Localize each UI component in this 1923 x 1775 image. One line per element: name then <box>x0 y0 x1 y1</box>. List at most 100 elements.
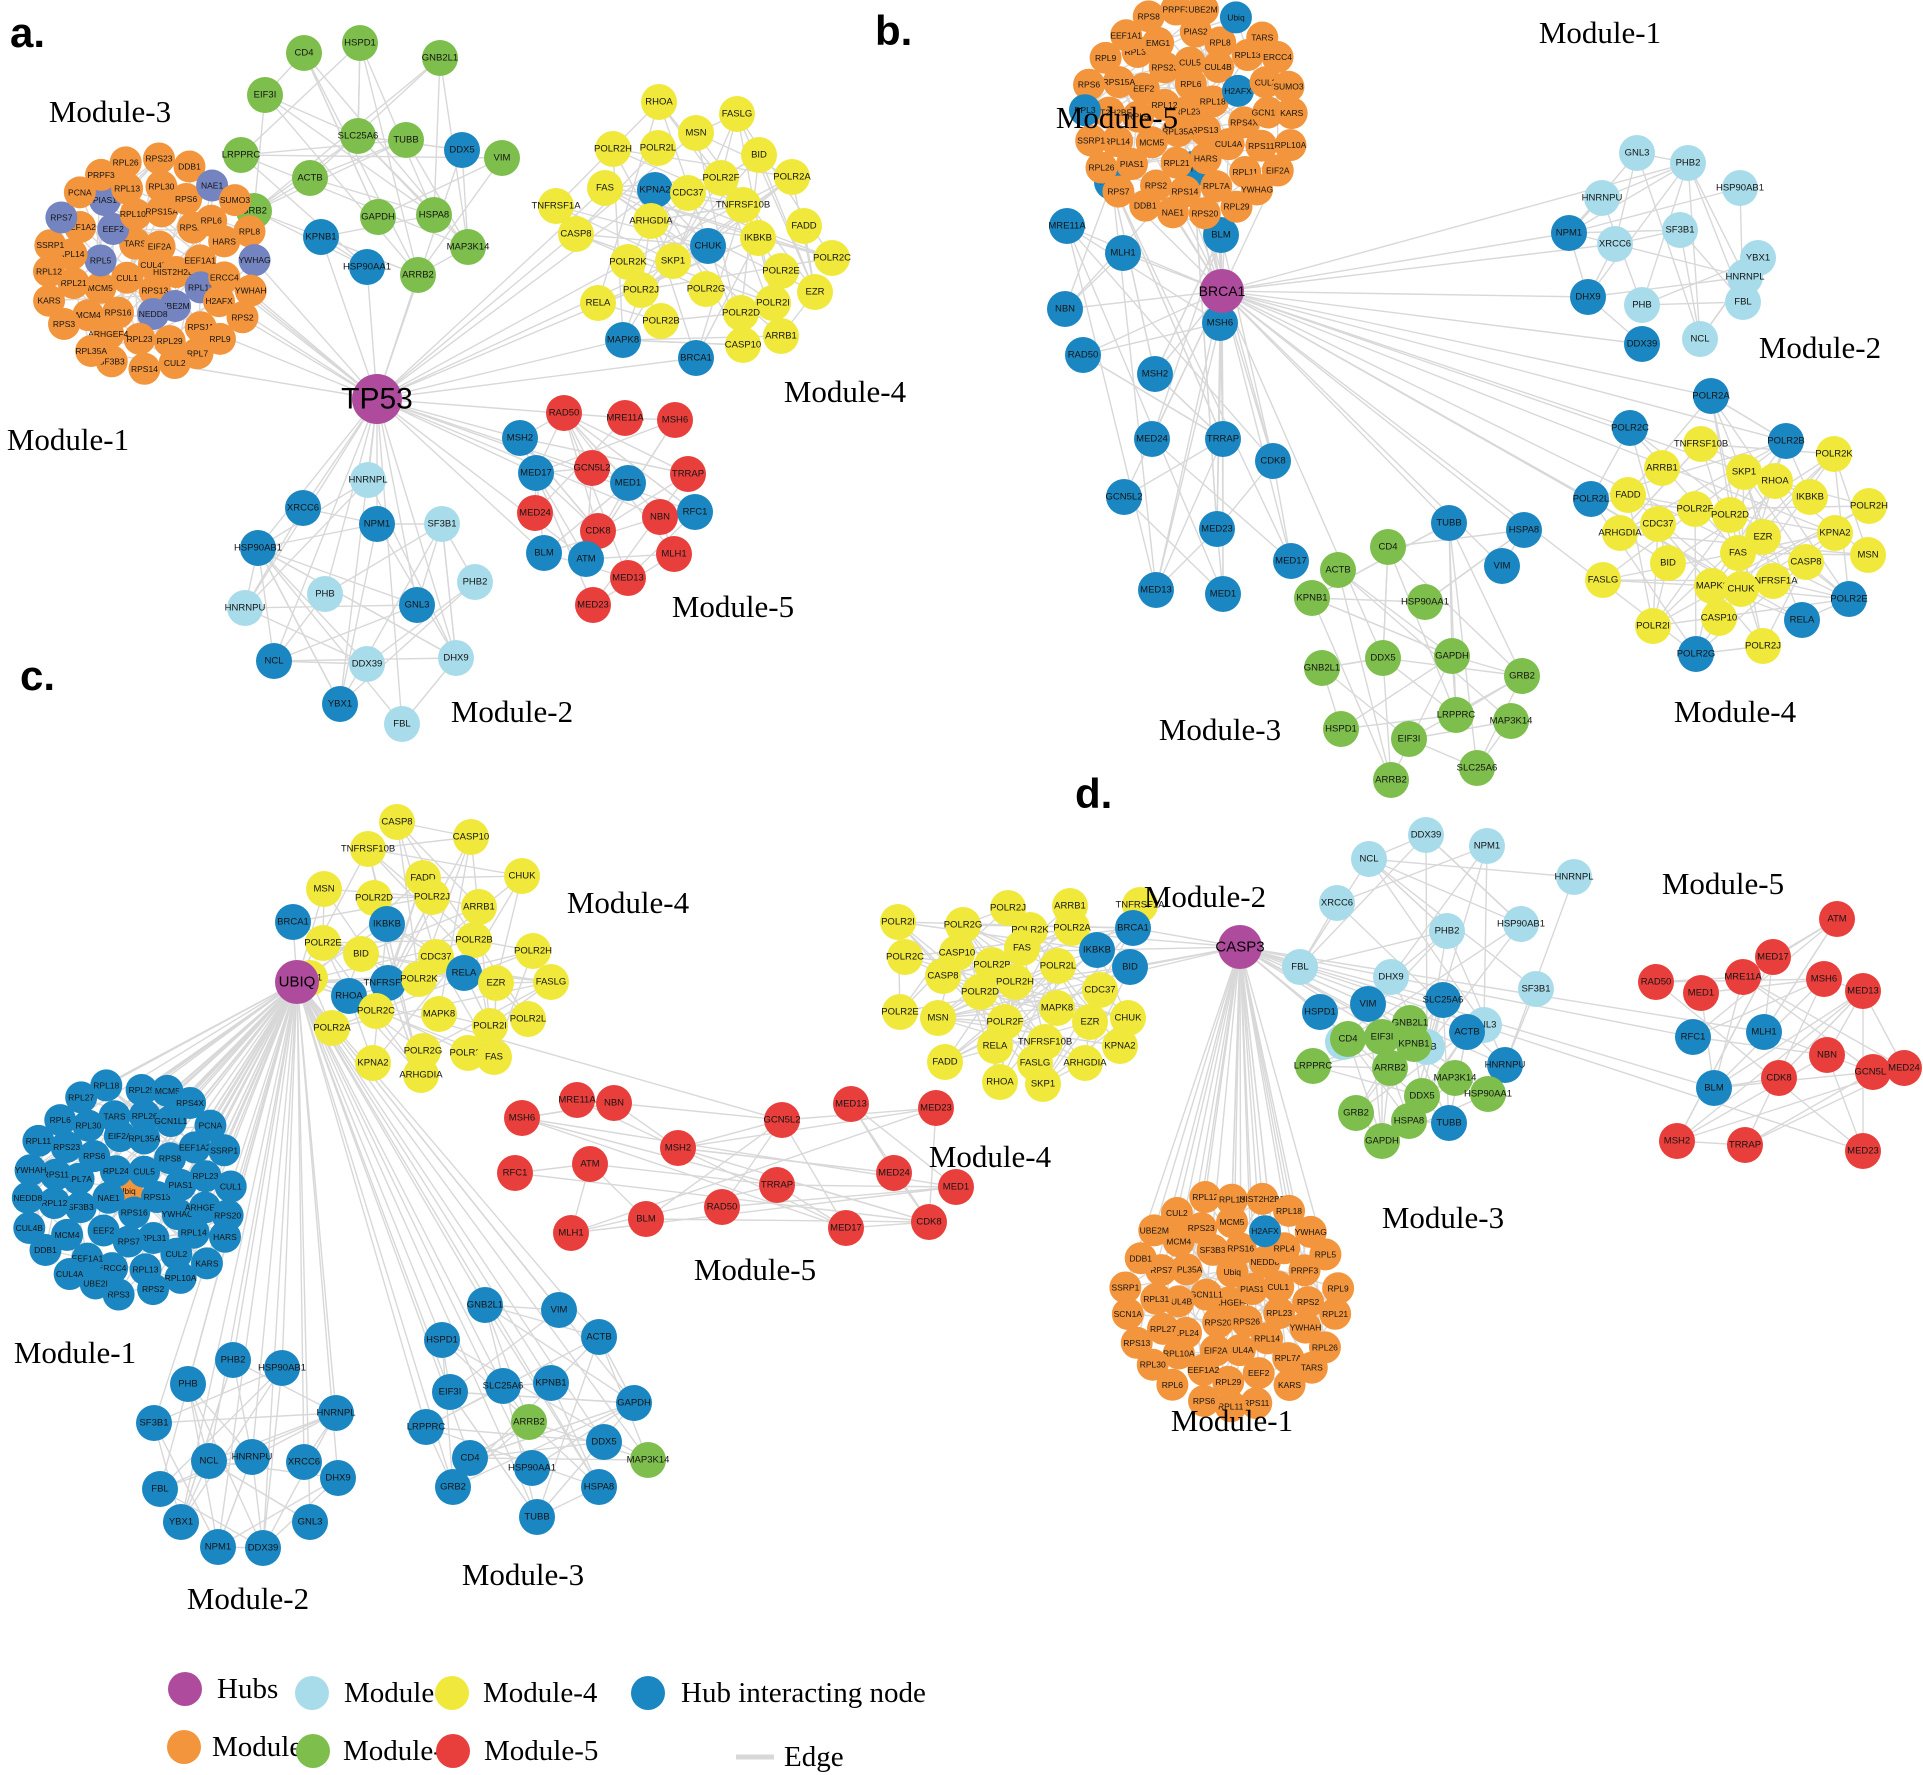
node-POLR2I: POLR2I <box>1635 608 1671 644</box>
node-KPNB1: KPNB1 <box>303 219 339 255</box>
node-PHB2: PHB2 <box>215 1342 251 1378</box>
node-KPNB1: KPNB1 <box>533 1365 569 1401</box>
label-b-module-3: Module-3 <box>1159 712 1281 747</box>
label-d-module-4: Module-4 <box>929 1139 1052 1174</box>
node-HNRNPU: HNRNPU <box>225 590 265 626</box>
node-RPL23: RPL23 <box>123 322 156 355</box>
node-HSP90AB1: HSP90AB1 <box>1716 170 1764 206</box>
legend-swatch-module3 <box>296 1734 330 1768</box>
node-MED17: MED17 <box>1755 939 1791 975</box>
node-ATM: ATM <box>1819 901 1855 937</box>
node-CUL1: CUL1 <box>214 1170 247 1203</box>
node-DDX5: DDX5 <box>444 132 480 168</box>
node-SKP1: SKP1 <box>1726 454 1762 490</box>
node-MRE11A: MRE11A <box>558 1082 596 1118</box>
node-BRCA1: BRCA1 <box>275 904 311 940</box>
node-ATM: ATM <box>568 541 604 577</box>
node-CASP10: CASP10 <box>1701 600 1737 636</box>
node-NPM1: NPM1 <box>1551 215 1587 251</box>
node-YWHAG: YWHAG <box>239 244 271 277</box>
node-GAPDH: GAPDH <box>1364 1123 1400 1159</box>
node-GNB2L1: GNB2L1 <box>1304 650 1340 686</box>
node-BID: BID <box>741 137 777 173</box>
hub-TP53: TP53 <box>341 374 413 424</box>
node-TRRAP: TRRAP <box>759 1167 795 1203</box>
node-RPS20: RPS20 <box>1188 197 1221 230</box>
panel-a-text: Module-3 Module-1 Module-2 Module-4 Module-5… <box>7 9 907 729</box>
legend-swatch-hubnode <box>631 1676 665 1710</box>
node-CASP10: CASP10 <box>453 819 489 855</box>
node-GAPDH: GAPDH <box>360 199 396 235</box>
panel-c-text: Module-4 Module-5 Module-1 Module-2 Module-3… <box>14 652 816 1616</box>
node-GNL3: GNL3 <box>1619 135 1655 171</box>
node-MRE11A: MRE11A <box>1048 208 1086 244</box>
node-SF3B1: SF3B1 <box>1662 212 1698 248</box>
node-MED24: MED24 <box>1886 1050 1922 1086</box>
node-CUL2: CUL2 <box>1160 1197 1193 1230</box>
node-SSRP1: SSRP1 <box>1109 1271 1142 1304</box>
node-POLR2E: POLR2E <box>1830 581 1868 617</box>
node-BLM: BLM <box>526 535 562 571</box>
svg-text:CASP3: CASP3 <box>1215 939 1264 956</box>
node-ACTB: ACTB <box>581 1319 617 1355</box>
node-POLR2J: POLR2J <box>623 272 659 308</box>
node-KPNA2: KPNA2 <box>355 1045 391 1081</box>
node-LRPPRC: LRPPRC <box>1294 1048 1332 1084</box>
legend-item-module-5: Module-5 <box>436 1734 598 1768</box>
node-XRCC6: XRCC6 <box>1319 885 1355 921</box>
legend: HubsModule-1Module-2Module-3Module-4Modu… <box>167 1672 926 1773</box>
node-NCL: NCL <box>256 643 292 679</box>
node-NCL: NCL <box>1351 841 1387 877</box>
node-CUL4B: CUL4B <box>13 1211 46 1244</box>
node-ARHGDIA: ARHGDIA <box>1063 1045 1107 1081</box>
node-MED13: MED13 <box>610 560 646 596</box>
node-HNRNPU: HNRNPU <box>232 1439 272 1475</box>
svg-text:Module-5: Module-5 <box>484 1735 598 1767</box>
node-TUBB: TUBB <box>519 1499 555 1535</box>
node-DDX5: DDX5 <box>586 1424 622 1460</box>
node-SLC25A6: SLC25A6 <box>338 118 378 154</box>
node-RHOA: RHOA <box>982 1064 1018 1100</box>
node-VIM: VIM <box>541 1292 577 1328</box>
node-FBL: FBL <box>1725 284 1761 320</box>
node-EZR: EZR <box>1072 1004 1108 1040</box>
node-NEDD8: NEDD8 <box>11 1181 44 1214</box>
node-CHUK: CHUK <box>690 228 726 264</box>
node-RPL6: RPL6 <box>1156 1368 1189 1401</box>
node-RPS14: RPS14 <box>128 352 161 385</box>
label-d-module-5: Module-5 <box>1662 866 1784 901</box>
node-VIM: VIM <box>484 140 520 176</box>
node-POLR2I: POLR2I <box>880 904 916 940</box>
node-RELA: RELA <box>446 955 482 991</box>
node-SLC25A6: SLC25A6 <box>483 1368 523 1404</box>
node-MSN: MSN <box>306 871 342 907</box>
node-KARS: KARS <box>1273 1368 1306 1401</box>
svg-text:BRCA1: BRCA1 <box>1199 283 1246 299</box>
label-a-module-3: Module-3 <box>49 94 171 129</box>
node-BID: BID <box>1650 545 1686 581</box>
node-MED23: MED23 <box>575 587 611 623</box>
node-IKBKB: IKBKB <box>740 220 776 256</box>
node-RPL18: RPL18 <box>90 1069 123 1102</box>
node-HSPD1: HSPD1 <box>1323 711 1359 747</box>
node-MSH2: MSH2 <box>1137 356 1173 392</box>
node-DHX9: DHX9 <box>1570 279 1606 315</box>
node-KARS: KARS <box>1275 97 1308 130</box>
node-MAPK8: MAPK8 <box>421 996 457 1032</box>
node-PHB: PHB <box>1624 287 1660 323</box>
node-NBN: NBN <box>642 499 678 535</box>
node-MSH6: MSH6 <box>1806 961 1842 997</box>
node-MLH1: MLH1 <box>1105 235 1141 271</box>
node-ARRB1: ARRB1 <box>763 318 799 354</box>
node-MSH2: MSH2 <box>1659 1123 1695 1159</box>
node-DHX9: DHX9 <box>320 1460 356 1496</box>
node-CDC37: CDC37 <box>1082 972 1118 1008</box>
node-XRCC6: XRCC6 <box>285 490 321 526</box>
node-MED13: MED13 <box>1138 572 1174 608</box>
node-POLR2I: POLR2I <box>755 285 791 321</box>
node-GRB2: GRB2 <box>1338 1095 1374 1131</box>
node-POLR2B: POLR2B <box>642 303 680 339</box>
